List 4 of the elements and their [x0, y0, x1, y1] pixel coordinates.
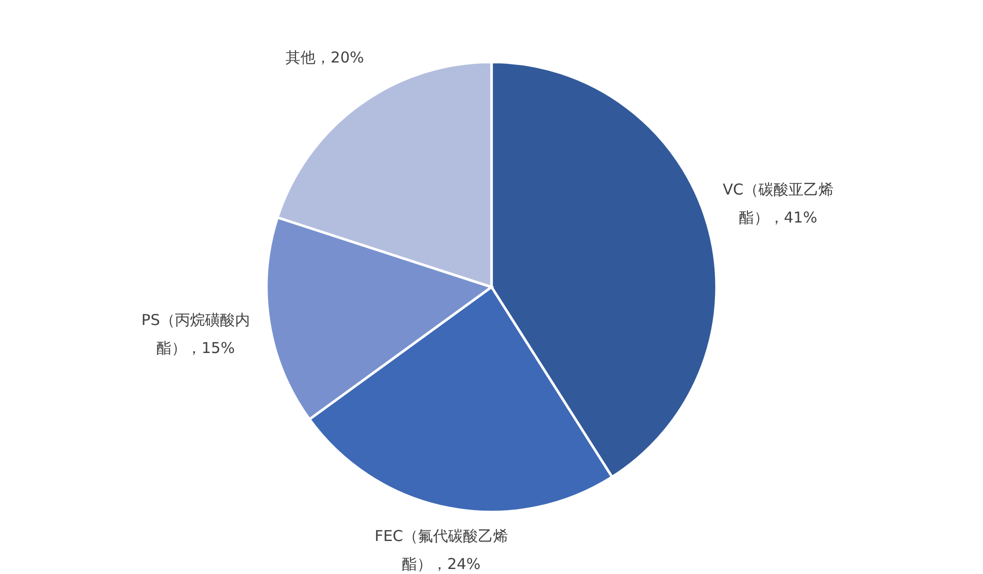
slice-label: FEC（氟代碳酸乙烯酯），24%: [374, 526, 508, 573]
slice-label: PS（丙烷磺酸内酯），15%: [141, 310, 250, 357]
slice-label: 其他，20%: [286, 48, 364, 67]
slice-label: VC（碳酸亚乙烯酯），41%: [722, 180, 834, 227]
